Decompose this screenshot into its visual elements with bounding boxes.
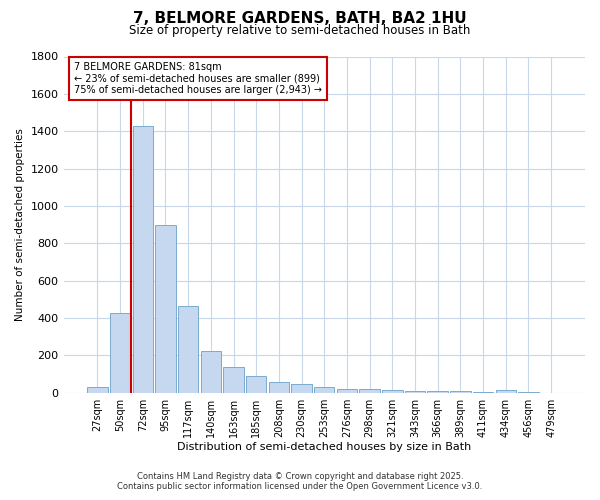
X-axis label: Distribution of semi-detached houses by size in Bath: Distribution of semi-detached houses by … (177, 442, 472, 452)
Bar (133, 126, 153, 392)
Bar (223, 368, 244, 392)
Bar (382, 390, 403, 392)
Text: Contains HM Land Registry data © Crown copyright and database right 2025.
Contai: Contains HM Land Registry data © Crown c… (118, 472, 482, 491)
Bar (200, 350, 221, 393)
Bar (427, 391, 448, 392)
Bar (269, 382, 289, 392)
Y-axis label: Number of semi-detached properties: Number of semi-detached properties (15, 128, 25, 321)
Bar (246, 376, 266, 392)
Bar (292, 384, 312, 392)
Text: Size of property relative to semi-detached houses in Bath: Size of property relative to semi-detach… (130, 24, 470, 37)
Bar (496, 390, 516, 392)
Bar (155, 224, 176, 392)
Bar (337, 388, 357, 392)
Text: 7 BELMORE GARDENS: 81sqm
← 23% of semi-detached houses are smaller (899)
75% of : 7 BELMORE GARDENS: 81sqm ← 23% of semi-d… (74, 62, 322, 94)
Bar (110, 314, 130, 392)
Bar (405, 391, 425, 392)
Bar (87, 388, 107, 392)
Text: 7, BELMORE GARDENS, BATH, BA2 1HU: 7, BELMORE GARDENS, BATH, BA2 1HU (133, 11, 467, 26)
Bar (359, 390, 380, 392)
Bar (178, 306, 199, 392)
Bar (314, 387, 334, 392)
